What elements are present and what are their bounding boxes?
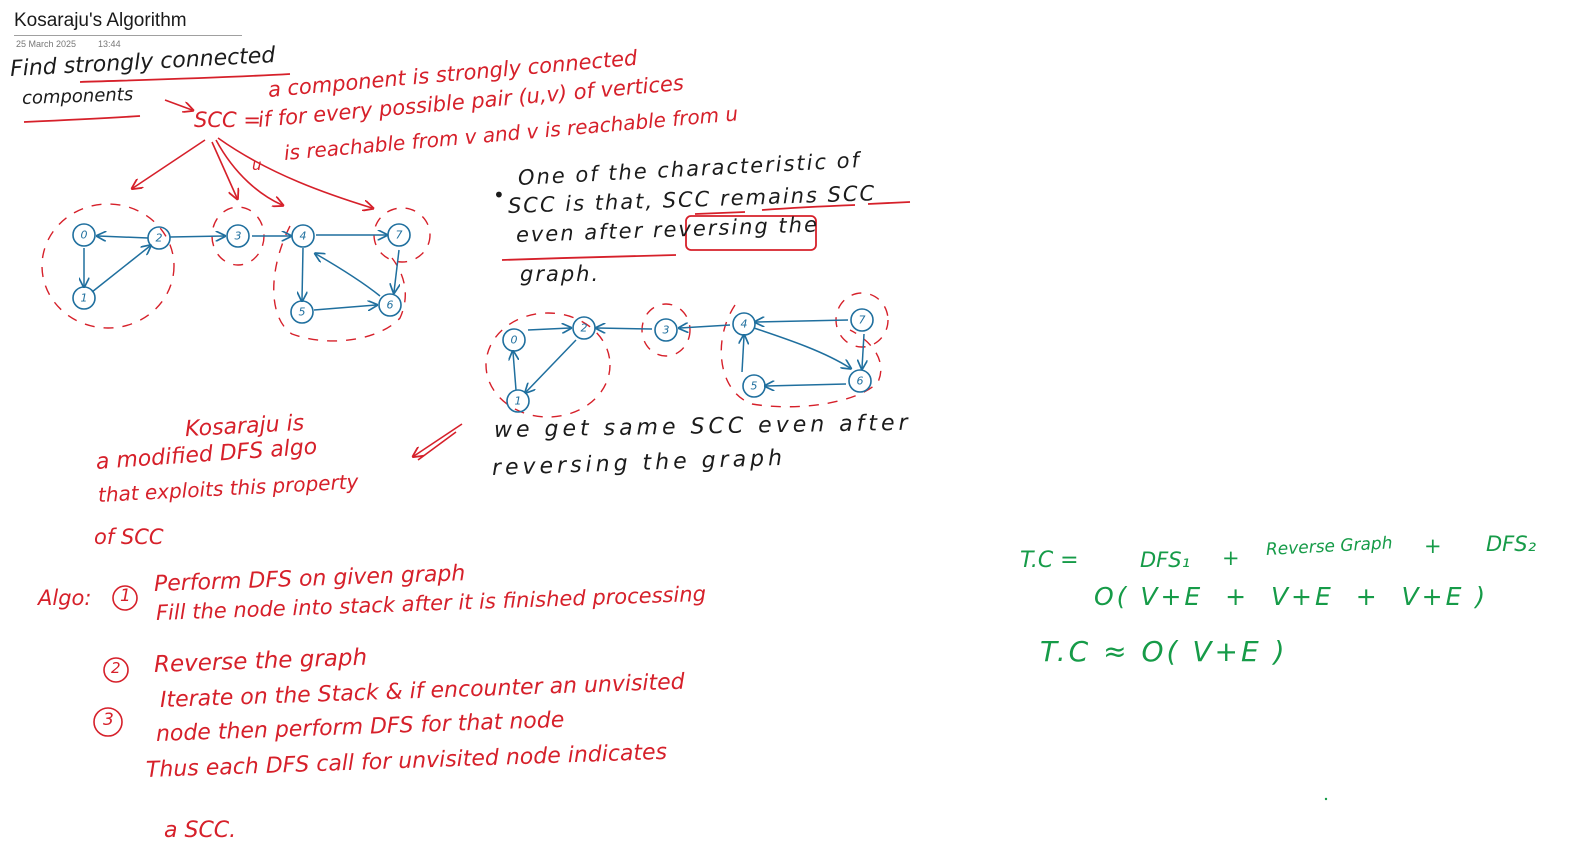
tc-line1-plus2: + [1424, 534, 1442, 558]
svg-text:4: 4 [741, 318, 748, 331]
node-2: 2 [147, 226, 171, 250]
step3-number: 3 [103, 710, 114, 730]
property-underlines [501, 201, 911, 261]
scc-outline-4-5-6 [273, 225, 406, 342]
reversing-box [685, 215, 817, 251]
svg-text:5: 5 [751, 380, 758, 393]
step-circles [93, 585, 138, 737]
svg-text:0: 0 [81, 229, 88, 242]
graph-reversed: 0 2 3 4 7 1 5 6 [485, 292, 889, 418]
tc-line2: O( V+E + V+E + V+E ) [1094, 582, 1489, 611]
svg-text:7: 7 [396, 229, 403, 242]
svg-text:4: 4 [300, 230, 307, 243]
tc-line1-plus1: + [1222, 546, 1240, 570]
kosaraju-line4: of SCC [94, 525, 164, 549]
heading-underlines [23, 73, 291, 123]
scc-outline-7 [373, 207, 431, 263]
page-meta: 25 March 2025 13:44 [14, 39, 242, 49]
step1-number: 1 [120, 586, 131, 606]
scc-component-arrows [133, 137, 372, 208]
svg-text:2: 2 [156, 232, 163, 245]
heading-line2: components [21, 84, 134, 109]
page-date: 25 March 2025 [16, 39, 77, 49]
svg-text:1: 1 [81, 292, 88, 305]
rev-node-6: 6 [848, 369, 872, 393]
page-time: 13:44 [98, 39, 121, 49]
svg-text:6: 6 [387, 299, 394, 312]
svg-text:7: 7 [859, 314, 866, 327]
svg-text:3: 3 [235, 230, 242, 243]
node-3: 3 [226, 224, 250, 248]
property-bullet: • [493, 183, 505, 207]
svg-text:2: 2 [581, 322, 588, 335]
rev-node-0: 0 [502, 328, 526, 352]
svg-text:1: 1 [515, 395, 522, 408]
green-dot [1324, 797, 1328, 801]
node-6: 6 [378, 293, 402, 317]
rev-node-3: 3 [654, 318, 678, 342]
step3-line4: a SCC. [164, 818, 237, 843]
rev-scc-outline-3 [641, 303, 691, 357]
svg-text:5: 5 [299, 306, 306, 319]
svg-text:3: 3 [663, 324, 670, 337]
property-line4: graph. [520, 262, 601, 286]
scc-label: SCC = [194, 108, 261, 132]
tc-line1-label: T.C = [1020, 548, 1079, 573]
step2-number: 2 [111, 659, 121, 677]
node-5: 5 [290, 300, 314, 324]
rev-node-4: 4 [732, 312, 756, 336]
algo-label: Algo: [38, 586, 92, 610]
page-header: Kosaraju's Algorithm 25 March 2025 13:44 [14, 10, 242, 49]
rev-node-5: 5 [742, 374, 766, 398]
rev-node-7: 7 [850, 308, 874, 332]
tc-line1-dfs2: DFS₂ [1486, 532, 1536, 556]
rev-node-1: 1 [506, 389, 530, 413]
rev-scc-outline-4-5-6 [720, 304, 882, 408]
rev-node-2: 2 [572, 316, 596, 340]
page-title: Kosaraju's Algorithm [14, 10, 242, 36]
node-7: 7 [387, 223, 411, 247]
node-0: 0 [72, 223, 96, 247]
svg-text:6: 6 [857, 375, 864, 388]
node-4: 4 [291, 224, 315, 248]
kosaraju-to-property-arrow [414, 423, 463, 461]
svg-text:0: 0 [511, 334, 518, 347]
tc-line3: T.C ≈ O( V+E ) [1040, 635, 1288, 668]
graph-original: 0 2 3 4 7 1 5 6 [41, 203, 431, 342]
node-1: 1 [72, 286, 96, 310]
rev-scc-outline-0-1-2 [485, 312, 611, 418]
scc-def-line3-u: u [252, 156, 262, 174]
heading-to-scc-arrow [164, 99, 192, 110]
tc-line1-dfs1: DFS₁ [1140, 548, 1190, 572]
scc-outline-0-1-2 [41, 203, 175, 329]
